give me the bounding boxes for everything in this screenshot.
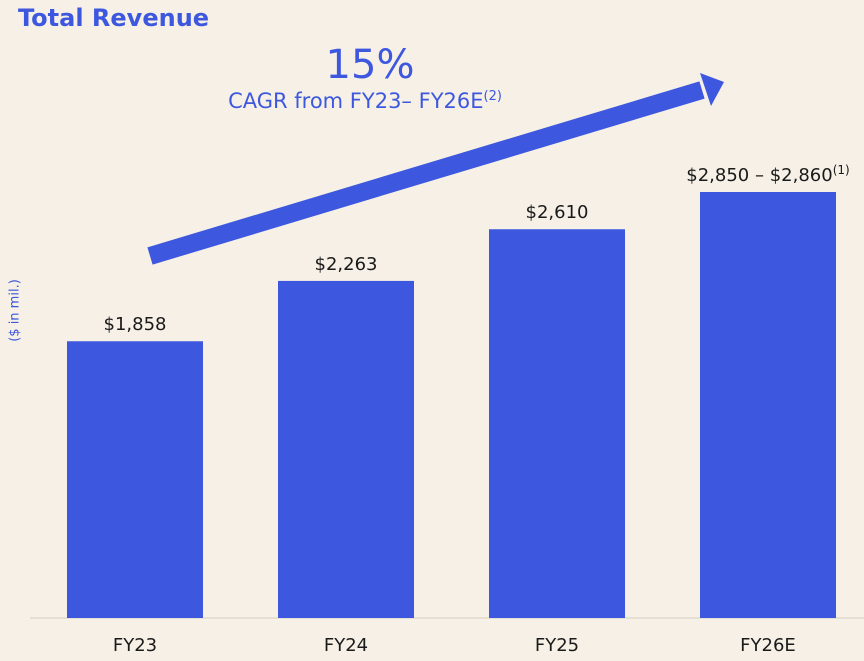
data-label-fy24: $2,263 [315,254,378,275]
chart-title: Total Revenue [18,4,210,32]
data-label-fy23: $1,858 [104,314,167,335]
x-tick-fy24: FY24 [324,635,368,656]
growth-arrow [147,73,724,265]
cagr-label: CAGR from FY23– FY26E(2) [200,89,530,113]
x-tick-labels-group: FY23 FY24 FY25 FY26E [113,635,796,656]
cagr-footnote: (2) [483,89,502,104]
cagr-value: 15% [325,42,415,88]
arrow-shaft [147,81,705,265]
x-tick-fy26e: FY26E [740,635,796,656]
data-label-fy26e: $2,850 – $2,860(1) [686,163,849,186]
data-labels-group: $1,858 $2,263 $2,610 $2,850 – $2,860(1) [104,163,850,335]
bars-group [67,192,836,618]
cagr-label-text: CAGR from FY23– FY26E [228,89,484,113]
bar-fy23 [67,341,203,618]
bar-fy24 [278,280,414,618]
x-tick-fy25: FY25 [535,635,579,656]
bar-fy26e [700,192,836,618]
x-tick-fy23: FY23 [113,635,157,656]
data-label-footnote: (1) [833,163,850,177]
bar-fy25 [489,229,625,618]
arrow-head [700,73,724,106]
data-label-fy25: $2,610 [526,202,589,223]
